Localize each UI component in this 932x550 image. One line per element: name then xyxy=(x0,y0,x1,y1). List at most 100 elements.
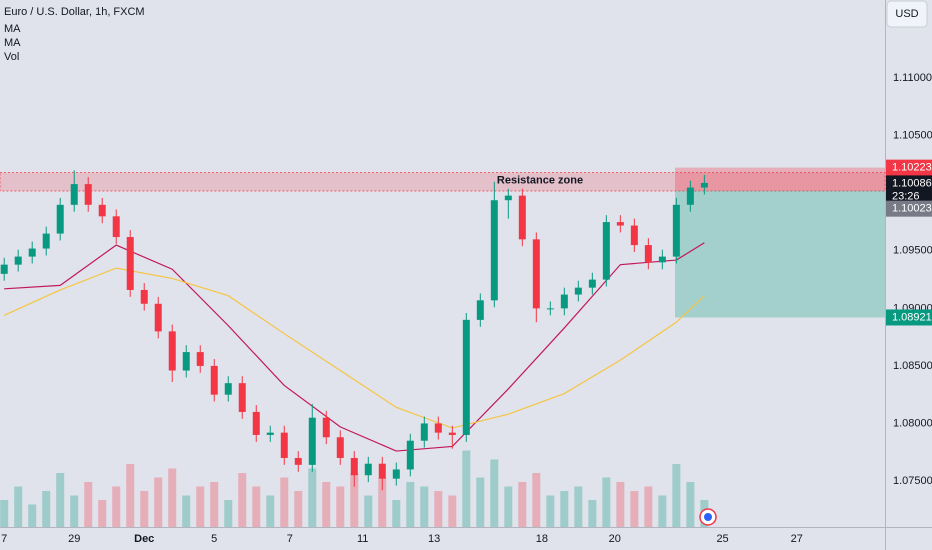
x-tick-label: 7 xyxy=(287,533,293,545)
volume-bar xyxy=(364,495,373,527)
volume-bar xyxy=(252,486,261,527)
volume-bar xyxy=(182,495,191,527)
volume-bar xyxy=(350,473,359,527)
price-tag-label: 1.10023 xyxy=(892,203,932,215)
candle-body xyxy=(378,463,386,479)
y-tick-label: 1.07500 xyxy=(893,475,932,487)
x-tick-label: 29 xyxy=(68,533,80,545)
x-tick-label: 11 xyxy=(357,533,368,545)
candle-body xyxy=(0,264,8,274)
x-tick-label: 5 xyxy=(211,533,217,545)
candle-body xyxy=(238,383,246,412)
currency-button[interactable] xyxy=(886,0,928,28)
candle-body xyxy=(574,287,582,295)
volume-bar xyxy=(448,495,457,527)
candle-body xyxy=(504,195,512,201)
candle-body xyxy=(476,300,484,320)
volume-bar xyxy=(56,473,65,527)
volume-bar xyxy=(196,486,205,527)
price-tag-label: 1.10223 xyxy=(892,162,932,174)
volume-bar xyxy=(294,491,303,527)
volume-bar xyxy=(574,486,583,527)
volume-bar xyxy=(98,500,107,527)
candle-body xyxy=(434,423,442,433)
candle-body xyxy=(98,204,106,217)
candle-body xyxy=(420,423,428,441)
candle-body xyxy=(280,432,288,458)
candle-body xyxy=(56,204,64,234)
volume-bar xyxy=(140,491,149,527)
x-tick-label: Dec xyxy=(134,533,154,545)
candle-body xyxy=(392,469,400,479)
x-tick-label: 13 xyxy=(428,533,440,545)
candle-body xyxy=(308,417,316,465)
volume-bar xyxy=(14,486,23,527)
price-tag xyxy=(886,175,932,204)
candle-body xyxy=(686,187,694,205)
volume-bar xyxy=(504,486,513,527)
volume-bar xyxy=(84,482,93,527)
candle-body xyxy=(294,457,302,465)
indicator-label[interactable]: MA xyxy=(4,23,21,35)
volume-bar xyxy=(322,482,331,527)
volume-bar xyxy=(308,468,317,527)
price-tag-label: 1.10086 xyxy=(892,177,932,189)
y-tick-label: 1.11000 xyxy=(893,72,932,84)
candle-body xyxy=(448,432,456,435)
candle-body xyxy=(658,256,666,263)
candle-body xyxy=(84,184,92,205)
volume-bar xyxy=(434,491,443,527)
volume-bar xyxy=(686,482,695,527)
volume-bar xyxy=(112,486,121,527)
volume-bar xyxy=(280,477,289,527)
volume-bar xyxy=(28,504,37,527)
volume-bar xyxy=(238,473,247,527)
y-tick-label: 1.08500 xyxy=(893,360,932,372)
candle-body xyxy=(672,204,680,257)
volume-bar xyxy=(266,495,275,527)
plot-area xyxy=(0,167,886,527)
volume-bar xyxy=(672,464,681,527)
volume-bar xyxy=(602,477,611,527)
volume-bar xyxy=(532,473,541,527)
moving-average xyxy=(3,267,705,429)
volume-bar xyxy=(588,500,597,527)
candle-body xyxy=(28,248,36,257)
volume-bar xyxy=(168,468,177,527)
volume-bar xyxy=(406,482,415,527)
volume-bar xyxy=(462,450,471,527)
candle-body xyxy=(700,182,708,188)
currency-button-label[interactable]: USD xyxy=(895,8,918,20)
volume-bar xyxy=(224,500,233,527)
symbol-title: Euro / U.S. Dollar, 1h, FXCM xyxy=(4,6,145,18)
volume-bar xyxy=(210,482,219,527)
candle-body xyxy=(336,437,344,458)
candle-body xyxy=(364,463,372,476)
volume-bar xyxy=(644,486,653,527)
candle-body xyxy=(210,365,218,395)
x-tick-label: 25 xyxy=(716,533,728,545)
volume-bar xyxy=(658,495,667,527)
candle-body xyxy=(518,195,526,240)
candle-body xyxy=(406,440,414,470)
candle-body xyxy=(546,308,554,310)
indicator-label[interactable]: Vol xyxy=(4,51,19,63)
indicator-label[interactable]: MA xyxy=(4,37,21,49)
candle-body xyxy=(252,411,260,435)
candle-body xyxy=(560,294,568,309)
candle-body xyxy=(266,432,274,435)
candle-body xyxy=(630,225,638,246)
volume-bar xyxy=(616,482,625,527)
volume-bar xyxy=(126,464,135,527)
volume-bar xyxy=(154,477,163,527)
volume-bar xyxy=(490,459,499,527)
volume-bar xyxy=(476,477,485,527)
countdown: 23:26 xyxy=(892,190,920,202)
zone-label: Resistance zone xyxy=(497,175,583,187)
candle-body xyxy=(602,222,610,280)
candle-body xyxy=(140,289,148,304)
candle-body xyxy=(196,352,204,366)
volume-bar xyxy=(518,482,527,527)
candle-body xyxy=(350,457,358,476)
